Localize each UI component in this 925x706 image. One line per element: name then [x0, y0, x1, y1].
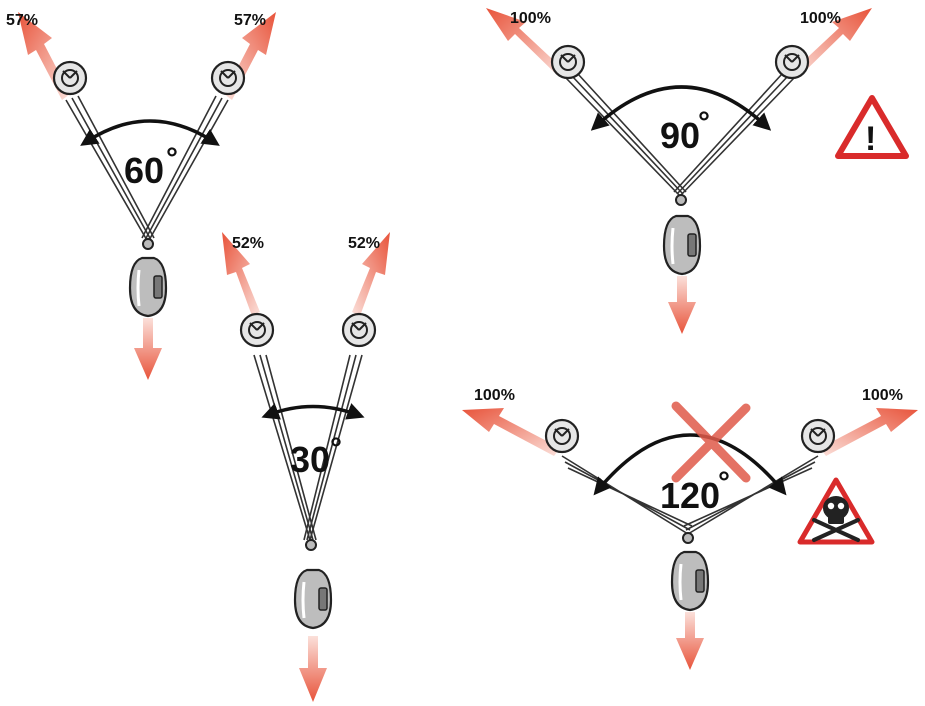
force-arrow-right-icon	[820, 408, 918, 456]
angle-arc-icon	[590, 85, 772, 131]
left-load-percent: 52%	[232, 235, 264, 252]
angle-value: 90	[660, 115, 700, 156]
degree-symbol: °	[718, 466, 730, 499]
knot-icon	[305, 539, 317, 551]
knot-icon	[675, 194, 687, 206]
force-arrow-left-icon	[462, 408, 560, 456]
force-arrow-right-icon	[794, 8, 872, 76]
angle-arc-icon	[80, 119, 220, 146]
anchor-right-icon	[341, 312, 377, 348]
right-load-percent: 57%	[234, 12, 266, 29]
diagram-30-degree: 52% 52% 30 °	[222, 232, 390, 702]
degree-symbol: °	[166, 142, 178, 175]
right-load-percent: 100%	[800, 10, 841, 27]
angle-arc-icon	[593, 433, 787, 496]
red-x-icon	[671, 401, 751, 483]
carabiner-icon	[128, 256, 168, 318]
force-arrow-right-icon	[352, 232, 390, 316]
left-load-percent: 57%	[6, 12, 38, 29]
sling-icon	[253, 354, 363, 541]
load-arrow-icon	[676, 612, 704, 670]
left-load-percent: 100%	[510, 10, 551, 27]
degree-symbol: °	[330, 432, 342, 465]
anchor-left-icon	[550, 44, 586, 80]
force-arrow-left-icon	[486, 8, 564, 76]
diagram-120-degree: 100% 100% 120 °	[462, 387, 918, 670]
anchor-left-icon	[544, 418, 580, 454]
carabiner-icon	[670, 550, 710, 612]
sling-icon	[65, 95, 229, 243]
skull-crossbones-icon	[797, 477, 875, 545]
warning-triangle-icon: !	[835, 95, 909, 159]
anchor-right-icon	[800, 418, 836, 454]
knot-icon	[142, 238, 154, 250]
sling-icon	[565, 73, 795, 197]
angle-value: 30	[290, 439, 330, 480]
warning-mark: !	[865, 120, 876, 158]
diagram-90-degree: 100% 100% 90 ° !	[486, 8, 909, 334]
carabiner-icon	[293, 568, 333, 630]
force-arrow-left-icon	[222, 232, 260, 316]
load-arrow-icon	[668, 276, 696, 334]
angle-arc-icon	[261, 403, 365, 420]
knot-icon	[682, 532, 694, 544]
right-load-percent: 52%	[348, 235, 380, 252]
degree-symbol: °	[698, 106, 710, 139]
carabiner-icon	[662, 214, 702, 276]
anchor-right-icon	[774, 44, 810, 80]
right-load-percent: 100%	[862, 387, 903, 404]
anchor-right-icon	[210, 60, 246, 96]
load-arrow-icon	[299, 636, 327, 702]
angle-value: 120	[660, 475, 720, 516]
anchor-left-icon	[239, 312, 275, 348]
load-arrow-icon	[134, 318, 162, 380]
left-load-percent: 100%	[474, 387, 515, 404]
anchor-left-icon	[52, 60, 88, 96]
diagram-60-degree: 57% 57% 60 °	[6, 12, 276, 380]
angle-value: 60	[124, 150, 164, 191]
